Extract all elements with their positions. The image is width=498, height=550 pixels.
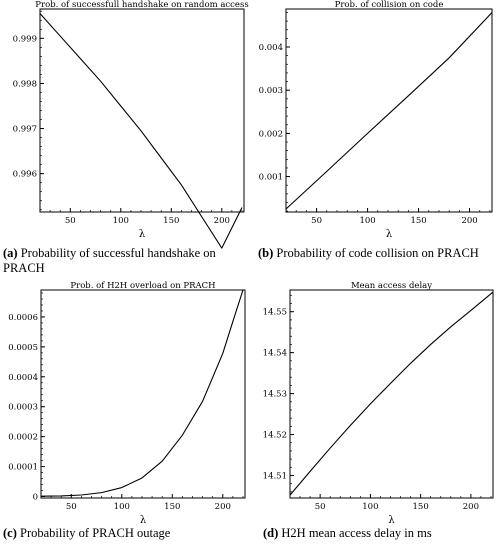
plot-frame-b bbox=[285, 8, 493, 213]
caption-d-text: H2H mean access delay in ms bbox=[281, 526, 432, 540]
x-tick-label-a-0: 50 bbox=[65, 216, 76, 226]
caption-b: (b) Probability of code collision on PRA… bbox=[258, 246, 498, 261]
y-tick-label-c-6: 0.0006 bbox=[8, 313, 38, 323]
y-tick-label-d-4: 14.55 bbox=[263, 308, 287, 318]
y-tick-label-a-0: 0.996 bbox=[13, 170, 37, 180]
chart-d: Mean access delay 50 100 150 200 14.51 14.52 14… bbox=[263, 281, 494, 526]
y-tick-label-c-1: 0.0001 bbox=[8, 463, 38, 473]
y-tick-label-d-2: 14.53 bbox=[263, 390, 287, 400]
x-axis-label-a: λ bbox=[139, 229, 146, 240]
x-tick-label-d-0: 50 bbox=[315, 502, 326, 512]
x-axis-label-c: λ bbox=[140, 515, 147, 526]
y-tick-label-a-1: 0.997 bbox=[13, 125, 37, 135]
x-tick-label-d-1: 100 bbox=[362, 502, 378, 512]
y-tick-label-b-2: 0.003 bbox=[259, 86, 283, 96]
x-tick-label-a-1: 100 bbox=[113, 216, 129, 226]
y-tick-label-a-2: 0.998 bbox=[13, 79, 37, 89]
x-tick-label-b-1: 100 bbox=[359, 216, 375, 226]
plot-frame-a bbox=[39, 8, 245, 213]
y-tick-label-d-1: 14.52 bbox=[263, 431, 287, 441]
caption-b-text: Probability of code collision on PRACH bbox=[276, 246, 479, 260]
plot-frame-d bbox=[289, 289, 494, 499]
x-tick-label-b-0: 50 bbox=[311, 216, 322, 226]
chart-title-b: Prob. of collision on code bbox=[335, 0, 444, 10]
y-tick-label-c-5: 0.0005 bbox=[8, 343, 38, 353]
chart-title-c: Prob. of H2H overload on PRACH bbox=[70, 281, 215, 291]
y-tick-label-c-0: 0 bbox=[33, 493, 38, 503]
y-tick-label-c-2: 0.0002 bbox=[8, 433, 38, 443]
caption-c-text: Probability of PRACH outage bbox=[20, 526, 171, 540]
caption-c: (c) Probability of PRACH outage bbox=[3, 526, 248, 541]
chart-title-a: Prob. of successfull handshake on random… bbox=[35, 0, 248, 10]
y-tick-label-c-3: 0.0003 bbox=[8, 403, 38, 413]
series-line-c-0 bbox=[40, 289, 244, 497]
series-line-a-0 bbox=[39, 13, 243, 249]
caption-a-label: (a) bbox=[3, 246, 18, 260]
caption-a: (a) Probability of successful handshake … bbox=[3, 246, 248, 276]
x-tick-label-c-2: 150 bbox=[164, 502, 180, 512]
series-line-b-0 bbox=[285, 12, 493, 210]
chart-a: Prob. of successfull handshake on random… bbox=[13, 0, 249, 249]
x-tick-label-a-3: 200 bbox=[214, 216, 230, 226]
y-tick-label-a-3: 0.999 bbox=[13, 34, 37, 44]
caption-b-label: (b) bbox=[258, 246, 274, 260]
y-tick-label-b-0: 0.001 bbox=[259, 173, 283, 183]
caption-d: (d) H2H mean access delay in ms bbox=[263, 526, 498, 541]
chart-title-d: Mean access delay bbox=[351, 281, 432, 291]
chart-b: Prob. of collision on code 50 100 150 200 0.0… bbox=[259, 0, 493, 240]
caption-c-label: (c) bbox=[3, 526, 17, 540]
x-axis-label-d: λ bbox=[388, 515, 395, 526]
x-tick-label-c-0: 50 bbox=[66, 502, 77, 512]
plot-frame-c bbox=[40, 289, 246, 499]
y-tick-label-b-3: 0.004 bbox=[259, 43, 283, 53]
x-tick-label-b-3: 200 bbox=[461, 216, 477, 226]
x-tick-label-c-1: 100 bbox=[114, 502, 130, 512]
x-tick-label-c-3: 200 bbox=[215, 502, 231, 512]
x-tick-label-b-2: 150 bbox=[410, 216, 426, 226]
x-axis-label-b: λ bbox=[386, 229, 393, 240]
y-tick-label-b-1: 0.002 bbox=[259, 129, 283, 139]
x-tick-label-a-2: 150 bbox=[163, 216, 179, 226]
x-tick-label-d-2: 150 bbox=[413, 502, 429, 512]
chart-c: Prob. of H2H overload on PRACH 50 100 150 20… bbox=[8, 281, 246, 526]
caption-a-text: Probability of successful handshake on P… bbox=[3, 246, 216, 275]
x-tick-label-d-3: 200 bbox=[463, 502, 479, 512]
series-line-d-0 bbox=[289, 291, 494, 496]
y-tick-label-c-4: 0.0004 bbox=[8, 373, 38, 383]
y-tick-label-d-0: 14.51 bbox=[263, 471, 287, 481]
y-tick-label-d-3: 14.54 bbox=[263, 349, 287, 359]
caption-d-label: (d) bbox=[263, 526, 279, 540]
